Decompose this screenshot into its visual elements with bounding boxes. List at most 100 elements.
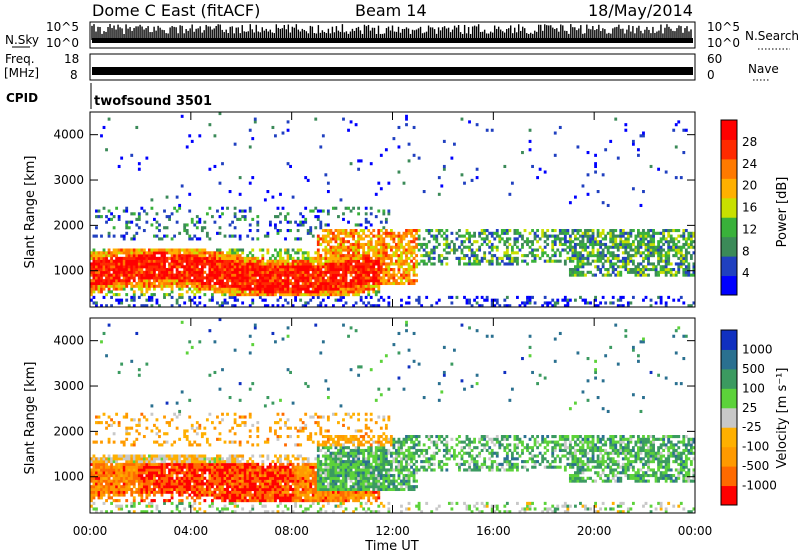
rti-cell (186, 477, 189, 480)
rti-cell (98, 276, 101, 279)
rti-cell (589, 237, 592, 240)
rti-cell (128, 221, 131, 224)
rti-cell (604, 274, 607, 277)
rti-cell (516, 246, 519, 249)
rti-cell (211, 268, 214, 271)
rti-cell (196, 474, 199, 477)
rti-cell (350, 249, 353, 252)
rti-cell (128, 268, 131, 271)
rti-cell (347, 251, 350, 254)
rti-cell (163, 226, 166, 229)
rti-cell (642, 134, 645, 137)
rti-cell (188, 460, 191, 463)
rti-cell (345, 285, 348, 288)
rti-cell (123, 279, 126, 282)
rti-cell (607, 249, 610, 252)
rti-cell (370, 212, 373, 215)
rti-cell (640, 254, 643, 257)
rti-cell (93, 482, 96, 485)
rti-cell (352, 254, 355, 257)
rti-cell (201, 265, 204, 268)
rti-cell (211, 499, 214, 502)
rti-cell (632, 229, 635, 232)
rti-cell (284, 299, 287, 302)
rti-cell (362, 279, 365, 282)
rti-cell (226, 301, 229, 304)
rti-cell (168, 282, 171, 285)
rti-cell (297, 229, 300, 232)
rti-cell (108, 271, 111, 274)
rti-cell (390, 229, 393, 232)
rti-cell (93, 496, 96, 499)
rti-cell (229, 235, 232, 238)
rti-cell (564, 235, 567, 238)
rti-cell (450, 157, 453, 160)
rti-cell (188, 274, 191, 277)
rti-cell (110, 457, 113, 460)
rti-cell (171, 466, 174, 469)
rti-cell (211, 276, 214, 279)
rti-cell (665, 229, 668, 232)
rti-cell (130, 360, 133, 363)
rti-cell (377, 243, 380, 246)
rti-cell (269, 282, 272, 285)
rti-cell (272, 126, 275, 129)
rti-cell (249, 182, 252, 185)
rti-cell (93, 279, 96, 282)
rti-cell (158, 480, 161, 483)
rti-cell (551, 249, 554, 252)
rti-cell (637, 268, 640, 271)
rti-cell (219, 460, 222, 463)
rti-cell (166, 293, 169, 296)
rti-cell (118, 474, 121, 477)
rti-cell (453, 246, 456, 249)
rti-cell (534, 232, 537, 235)
rti-cell (670, 249, 673, 252)
rti-cell (181, 293, 184, 296)
rti-cell (619, 243, 622, 246)
rti-cell (274, 276, 277, 279)
rti-cell (624, 246, 627, 249)
rti-cell (284, 218, 287, 221)
rti-cell (234, 143, 237, 146)
rti-cell (201, 432, 204, 435)
sky-right-label: N.Search (745, 29, 799, 43)
rti-cell (171, 485, 174, 488)
rti-cell (592, 235, 595, 238)
rti-cell (277, 207, 280, 210)
rti-cell (168, 477, 171, 480)
rti-cell (153, 471, 156, 474)
rti-cell (161, 265, 164, 268)
rti-cell (158, 285, 161, 288)
rti-cell (140, 463, 143, 466)
rti-cell (599, 246, 602, 249)
rti-cell (239, 293, 242, 296)
rti-cell (307, 179, 310, 182)
rti-cell (133, 460, 136, 463)
rti-cell (516, 262, 519, 265)
rti-cell (201, 257, 204, 260)
rti-cell (408, 143, 411, 146)
rti-cell (145, 265, 148, 268)
rti-cell (196, 457, 199, 460)
rti-cell (435, 301, 438, 304)
rti-cell (100, 340, 103, 343)
rti-cell (347, 254, 350, 257)
rti-cell (327, 249, 330, 252)
rti-cell (214, 251, 217, 254)
rti-cell (355, 232, 358, 235)
rti-cell (163, 271, 166, 274)
rti-cell (216, 290, 219, 293)
rti-cell (266, 274, 269, 277)
rti-cell (173, 485, 176, 488)
rti-cell (130, 482, 133, 485)
rti-cell (284, 251, 287, 254)
rti-cell (269, 262, 272, 265)
rti-cell (375, 235, 378, 238)
rti-cell (445, 257, 448, 260)
rti-cell (690, 237, 693, 240)
rti-cell (571, 229, 574, 232)
rti-cell (473, 235, 476, 238)
rti-cell (151, 249, 154, 252)
rti-cell (193, 455, 196, 458)
